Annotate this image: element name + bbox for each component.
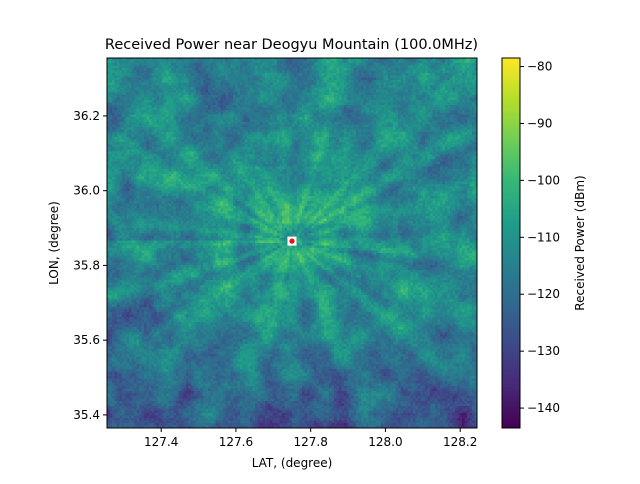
colorbar-tick-label: −110 (527, 230, 560, 244)
colorbar-gradient (502, 58, 520, 428)
colorbar-tick-label: −120 (527, 287, 560, 301)
transmitter-dot (289, 238, 295, 244)
chart-title: Received Power near Deogyu Mountain (100… (105, 37, 478, 53)
x-tick-label: 127.6 (219, 435, 253, 449)
y-tick-label: 35.8 (73, 258, 100, 272)
y-axis: 35.4 35.6 35.8 36.0 36.2 (73, 109, 107, 422)
colorbar: −140 −130 −120 −110 −100 −90 −80 (501, 57, 560, 429)
y-axis-label: LON, (degree) (47, 201, 61, 285)
x-tick-label: 128.0 (368, 435, 402, 449)
colorbar-label: Received Power (dBm) (573, 175, 587, 310)
colorbar-tick-label: −140 (527, 401, 560, 415)
colorbar-frame (501, 57, 521, 429)
colorbar-ticks: −140 −130 −120 −110 −100 −90 −80 (520, 60, 560, 415)
x-tick-label: 127.4 (144, 435, 178, 449)
y-tick-label: 35.6 (73, 333, 100, 347)
plot-frame (106, 57, 478, 429)
y-tick-label: 35.4 (73, 408, 100, 422)
x-tick-label: 127.8 (294, 435, 328, 449)
x-axis-label: LAT, (degree) (252, 456, 333, 470)
x-axis: 127.4 127.6 127.8 128.0 128.2 (144, 428, 477, 449)
colorbar-tick-label: −100 (527, 173, 560, 187)
y-tick-label: 36.0 (73, 184, 100, 198)
colorbar-tick-label: −90 (527, 116, 552, 130)
x-tick-label: 128.2 (443, 435, 477, 449)
colorbar-tick-label: −130 (527, 344, 560, 358)
y-tick-label: 36.2 (73, 109, 100, 123)
plot-area (106, 57, 478, 429)
colorbar-tick-label: −80 (527, 60, 552, 74)
